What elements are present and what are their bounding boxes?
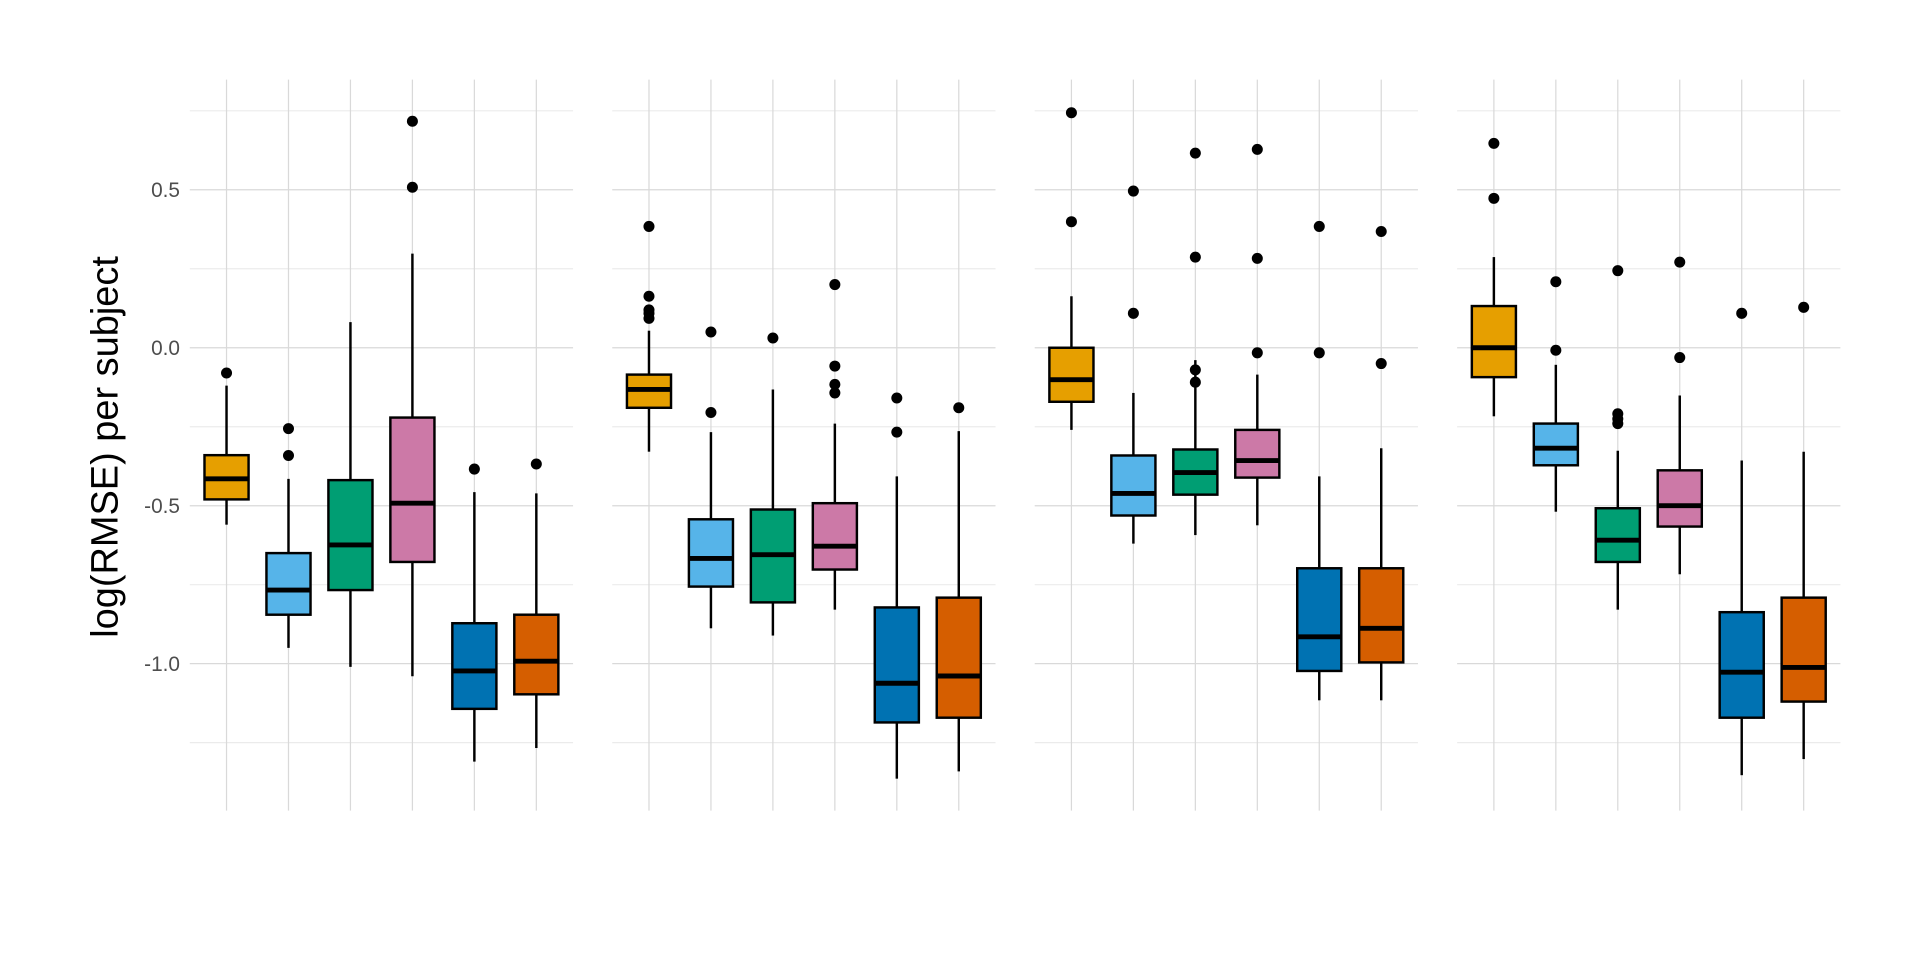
outlier-point bbox=[1550, 276, 1562, 288]
outlier-point bbox=[1674, 352, 1686, 364]
box-group bbox=[1780, 301, 1827, 760]
box-group bbox=[389, 115, 436, 677]
box bbox=[935, 596, 983, 719]
box bbox=[1357, 567, 1405, 664]
outlier-point bbox=[891, 426, 903, 438]
box bbox=[1594, 507, 1642, 564]
box-group bbox=[1234, 143, 1281, 526]
box-group bbox=[1110, 185, 1157, 544]
box bbox=[389, 416, 436, 564]
outlier-point bbox=[705, 326, 717, 338]
outlier-point bbox=[1251, 347, 1263, 359]
outlier-point bbox=[1313, 347, 1325, 359]
outlier-point bbox=[1798, 301, 1810, 313]
box-group bbox=[1470, 137, 1518, 417]
box bbox=[1718, 610, 1765, 719]
outlier-point bbox=[1612, 265, 1624, 277]
box-group bbox=[1172, 147, 1219, 536]
box bbox=[451, 622, 498, 711]
outlier-point bbox=[468, 463, 480, 475]
outlier-point bbox=[1189, 147, 1201, 159]
box-group bbox=[749, 332, 797, 636]
outlier-point bbox=[1189, 364, 1201, 376]
box bbox=[1110, 454, 1157, 517]
outlier-point bbox=[643, 312, 655, 324]
outlier-point bbox=[1736, 307, 1748, 319]
y-tick-labels: 0.5 0.0 -0.5 -1.0 bbox=[144, 179, 180, 676]
outlier-point bbox=[829, 387, 841, 399]
outlier-point bbox=[1488, 192, 1500, 204]
box-group bbox=[935, 402, 983, 772]
outlier-point bbox=[1189, 251, 1201, 263]
box bbox=[1656, 469, 1704, 528]
box-group bbox=[1656, 256, 1704, 575]
outlier-point bbox=[1251, 252, 1263, 264]
outlier-point bbox=[767, 332, 779, 344]
outlier-point bbox=[1375, 358, 1387, 370]
outlier-point bbox=[829, 279, 841, 291]
outlier-point bbox=[406, 115, 418, 127]
box-group bbox=[1357, 225, 1405, 701]
box bbox=[873, 606, 921, 724]
box-group bbox=[687, 326, 735, 629]
box-group bbox=[1296, 220, 1343, 701]
outlier-point bbox=[1550, 344, 1562, 356]
outlier-point bbox=[1127, 307, 1139, 319]
y-tick-label: 0.5 bbox=[151, 179, 180, 202]
outlier-point bbox=[1189, 376, 1201, 388]
outlier-point bbox=[643, 290, 655, 302]
outlier-point bbox=[1313, 220, 1325, 232]
outlier-point bbox=[282, 449, 294, 461]
box-group bbox=[1532, 276, 1580, 512]
box bbox=[513, 613, 560, 696]
box-group bbox=[1718, 307, 1765, 776]
box-group bbox=[327, 322, 374, 667]
outlier-point bbox=[1612, 418, 1624, 430]
outlier-point bbox=[282, 423, 294, 435]
outlier-point bbox=[953, 402, 965, 414]
outlier-point bbox=[1251, 143, 1263, 155]
box-marks bbox=[203, 107, 1827, 779]
y-tick-label: -1.0 bbox=[144, 653, 180, 676]
box bbox=[327, 478, 374, 592]
box bbox=[811, 501, 859, 571]
outlier-point bbox=[1375, 225, 1387, 238]
box-group bbox=[203, 367, 250, 525]
outlier-point bbox=[1674, 256, 1686, 268]
y-axis-label: log(RMSE) per subject bbox=[85, 256, 127, 638]
outlier-point bbox=[705, 407, 717, 419]
box-group bbox=[265, 423, 312, 648]
box bbox=[687, 518, 735, 588]
grid-layer bbox=[189, 79, 1841, 811]
box-group bbox=[1048, 107, 1095, 430]
y-tick-label: -0.5 bbox=[144, 495, 180, 518]
outlier-point bbox=[406, 181, 418, 193]
outlier-point bbox=[1065, 216, 1077, 228]
outlier-point bbox=[829, 378, 841, 390]
outlier-point bbox=[1488, 137, 1500, 149]
box-group bbox=[625, 220, 673, 452]
box-group bbox=[451, 463, 498, 762]
outlier-point bbox=[829, 360, 841, 372]
outlier-point bbox=[643, 220, 655, 232]
box-group bbox=[1594, 265, 1642, 610]
outlier-point bbox=[530, 458, 542, 470]
outlier-point bbox=[1127, 185, 1139, 197]
box bbox=[1532, 422, 1580, 467]
box bbox=[265, 551, 312, 616]
box bbox=[1234, 428, 1281, 479]
box bbox=[1048, 346, 1095, 404]
box bbox=[1780, 596, 1827, 703]
outlier-point bbox=[1065, 107, 1077, 119]
box-group bbox=[873, 392, 921, 779]
box-group bbox=[513, 458, 560, 749]
y-tick-label: 0.0 bbox=[151, 337, 180, 360]
box bbox=[1470, 304, 1518, 379]
box bbox=[1296, 567, 1343, 673]
outlier-point bbox=[891, 392, 903, 404]
box-group bbox=[811, 279, 859, 610]
outlier-point bbox=[221, 367, 233, 379]
